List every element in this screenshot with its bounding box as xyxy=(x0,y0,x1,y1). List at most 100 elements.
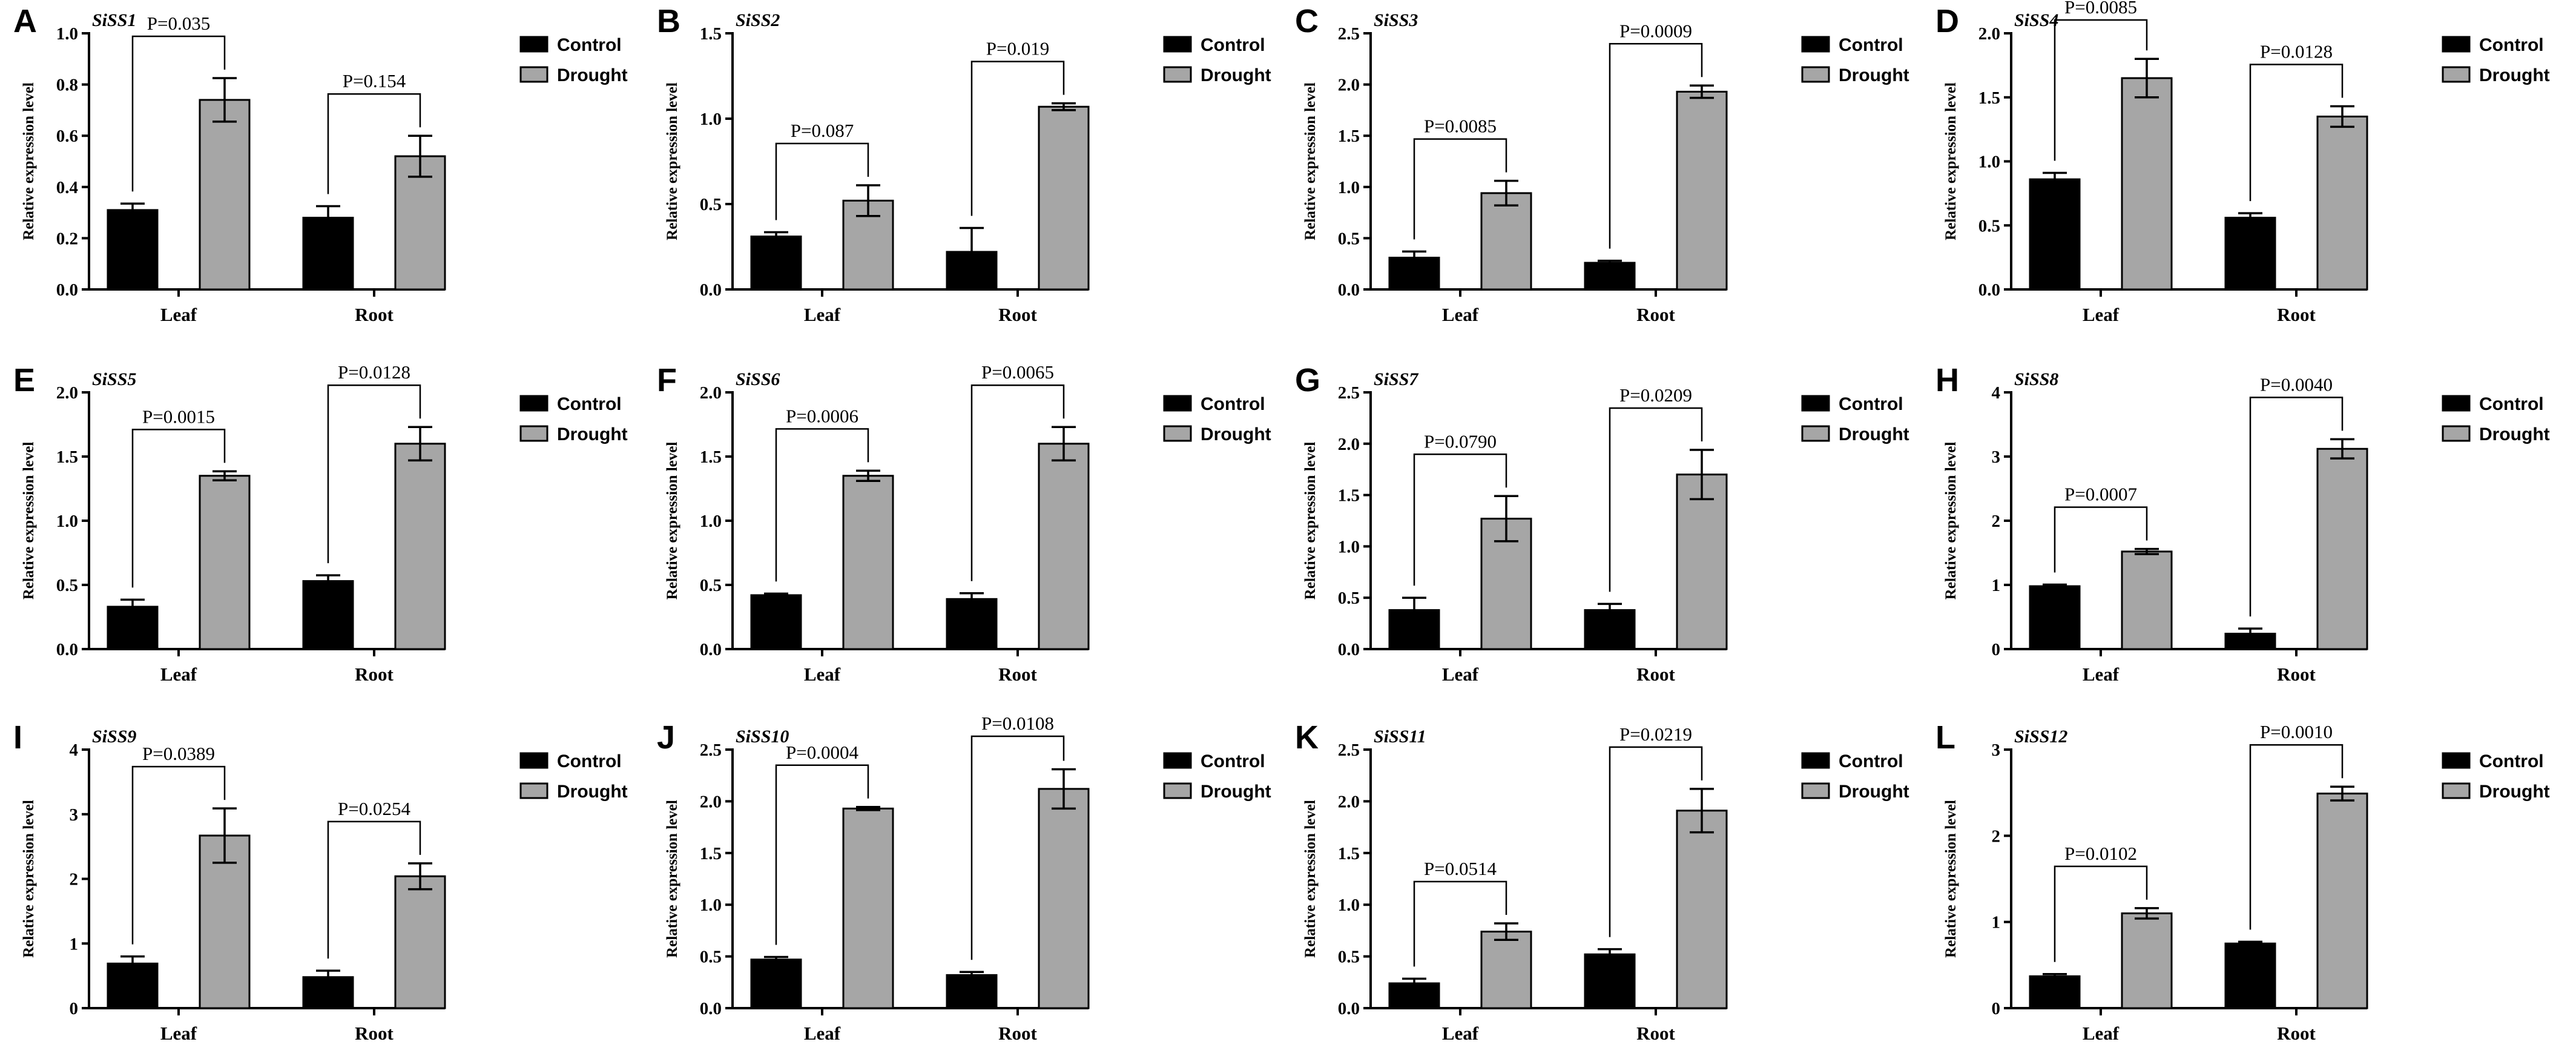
significance-bracket xyxy=(1609,746,1703,937)
significance-bracket xyxy=(1609,43,1703,249)
legend-swatch-control xyxy=(1163,36,1192,53)
p-value-label: P=0.154 xyxy=(343,70,406,91)
panel-title: SiSS9 xyxy=(92,727,136,747)
significance-bracket xyxy=(2249,64,2344,202)
significance-bracket xyxy=(327,820,421,959)
y-tick-label: 1.0 xyxy=(1338,896,1360,915)
p-value-label: P=0.0209 xyxy=(1619,384,1692,406)
significance-bracket xyxy=(775,428,869,582)
y-axis-label: Relative expression level xyxy=(1302,442,1319,600)
y-tick-label: 0.4 xyxy=(56,178,78,197)
legend-swatch-control xyxy=(2442,395,2471,412)
significance-bracket xyxy=(131,35,226,192)
control-bar-root xyxy=(2224,217,2276,291)
y-tick-label: 3 xyxy=(1992,447,2001,467)
p-value-label: P=0.019 xyxy=(986,38,1049,59)
p-value-label: P=0.0007 xyxy=(2064,484,2137,505)
p-value-label: P=0.0010 xyxy=(2260,721,2333,742)
legend-swatch-drought xyxy=(1801,425,1830,442)
significance-bracket xyxy=(2249,744,2344,930)
x-tick-label: Leaf xyxy=(1442,1023,1479,1044)
panel-b: B SiSS2 Relative expression level 0.0 0.5 1.0… xyxy=(657,3,1271,325)
y-tick-label: 1.0 xyxy=(700,512,722,531)
drought-bar-leaf xyxy=(2121,550,2173,650)
legend-swatch-control xyxy=(1163,395,1192,412)
y-axis-label: Relative expression level xyxy=(1302,82,1319,240)
x-tick-label: Leaf xyxy=(160,664,197,685)
y-tick-label: 1.5 xyxy=(700,24,722,44)
panel-letter: C xyxy=(1295,3,1319,39)
x-tick-label: Root xyxy=(355,664,394,685)
legend-label: Drought xyxy=(1839,782,1909,802)
drought-bar-root xyxy=(394,443,446,650)
y-tick-label: 3 xyxy=(1992,741,2001,760)
drought-bar-leaf xyxy=(1480,192,1532,291)
drought-bar-root xyxy=(394,155,446,291)
y-tick-label: 2.5 xyxy=(1338,741,1360,760)
panel-letter: B xyxy=(657,3,680,39)
control-bar-root xyxy=(2224,942,2276,1009)
drought-bar-leaf xyxy=(199,834,251,1009)
drought-bar-root xyxy=(1038,443,1090,650)
legend-swatch-control xyxy=(519,36,548,53)
p-value-label: P=0.0009 xyxy=(1619,20,1692,41)
panel-title: SiSS10 xyxy=(736,727,789,747)
panel-a: A SiSS1 Relative expression level 0.0 0.2 0.4… xyxy=(13,3,628,325)
y-tick-label: 0.5 xyxy=(1338,589,1360,608)
p-value-label: P=0.087 xyxy=(791,120,854,141)
legend-swatch-drought xyxy=(1163,425,1192,442)
y-tick-label: 0.2 xyxy=(56,229,78,248)
drought-bar-leaf xyxy=(199,475,251,650)
p-value-label: P=0.0254 xyxy=(338,798,410,819)
y-tick-label: 0.8 xyxy=(56,76,78,95)
y-tick-label: 2.0 xyxy=(700,383,722,403)
panel-title: SiSS6 xyxy=(736,369,780,389)
p-value-label: P=0.0389 xyxy=(142,743,215,764)
x-tick-label: Leaf xyxy=(2083,664,2120,685)
legend-label: Drought xyxy=(1201,65,1271,85)
significance-bracket xyxy=(1609,407,1703,592)
control-bar-root xyxy=(946,598,998,650)
y-axis-label: Relative expression level xyxy=(664,82,680,240)
significance-bracket xyxy=(775,764,869,945)
x-tick-label: Root xyxy=(998,1023,1037,1044)
y-tick-label: 1 xyxy=(1992,576,2001,595)
panel-title: SiSS3 xyxy=(1374,10,1418,30)
significance-bracket xyxy=(327,93,421,194)
panel-title: SiSS2 xyxy=(736,10,780,30)
x-tick-label: Root xyxy=(1636,304,1675,325)
y-axis-label: Relative expression level xyxy=(21,82,37,240)
x-tick-label: Root xyxy=(1636,1023,1675,1044)
legend-label: Drought xyxy=(1839,424,1909,444)
control-bar-leaf xyxy=(2029,585,2081,650)
drought-bar-root xyxy=(1676,473,1728,650)
drought-bar-leaf xyxy=(842,475,894,650)
y-tick-label: 0.0 xyxy=(1338,640,1360,659)
y-tick-label: 1.5 xyxy=(56,447,78,467)
control-bar-root xyxy=(1584,262,1636,291)
panel-h: H SiSS8 Relative expression level 0 1 2 3 4 Leaf… xyxy=(1935,362,2550,685)
panel-title: SiSS12 xyxy=(2014,727,2067,747)
x-tick-label: Leaf xyxy=(804,304,841,325)
significance-bracket xyxy=(970,384,1065,581)
panel-letter: G xyxy=(1295,362,1320,398)
panel-title: SiSS1 xyxy=(92,10,136,30)
legend-label: Control xyxy=(1839,394,1903,414)
p-value-label: P=0.0128 xyxy=(2260,41,2333,62)
y-tick-label: 0.5 xyxy=(1338,229,1360,248)
y-tick-label: 1 xyxy=(70,934,79,954)
x-tick-label: Leaf xyxy=(2083,1023,2120,1044)
legend-label: Control xyxy=(1201,35,1265,55)
y-tick-label: 2.5 xyxy=(700,741,722,760)
legend-label: Control xyxy=(557,751,622,771)
panel-letter: K xyxy=(1295,719,1319,756)
p-value-label: P=0.0040 xyxy=(2260,374,2333,395)
legend-swatch-drought xyxy=(519,66,548,83)
panel-letter: I xyxy=(13,719,22,756)
panel-j: J SiSS10 Relative expression level 0.0 0.5 1.… xyxy=(657,713,1271,1044)
legend-label: Drought xyxy=(2479,65,2550,85)
significance-bracket xyxy=(327,384,421,564)
significance-bracket xyxy=(2054,506,2148,573)
panel-c: C SiSS3 Relative expression level 0.0 0.5 1.0… xyxy=(1295,3,1909,325)
legend-label: Drought xyxy=(2479,424,2550,444)
